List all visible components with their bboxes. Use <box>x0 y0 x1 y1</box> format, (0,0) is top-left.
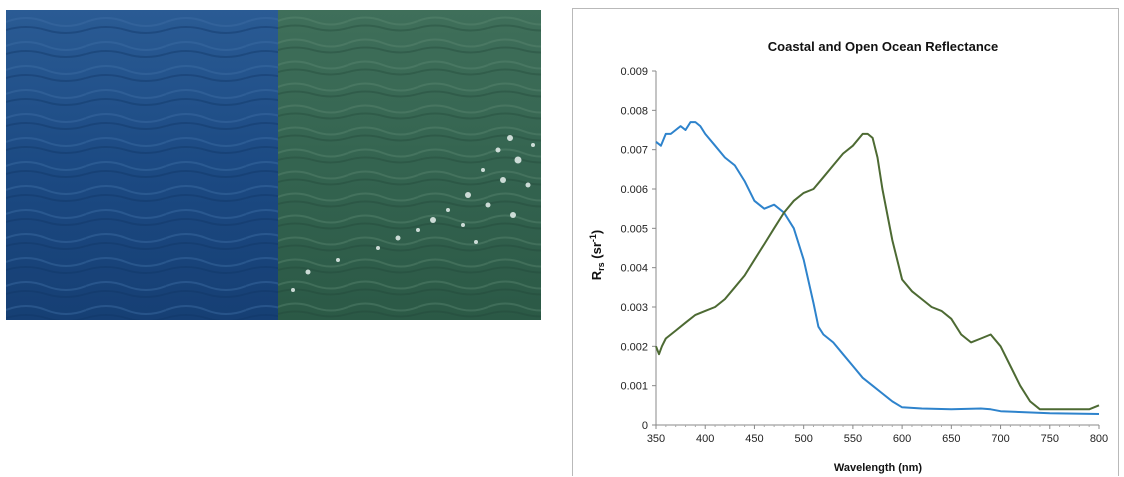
y-tick-label: 0.005 <box>620 223 648 235</box>
x-tick-label: 400 <box>696 433 714 445</box>
x-ticks: 350 400 450 500 550 600 650 700 750 800 <box>647 425 1108 445</box>
x-tick-label: 650 <box>942 433 960 445</box>
x-tick-label: 800 <box>1090 433 1108 445</box>
x-tick-label: 600 <box>893 433 911 445</box>
x-tick-label: 550 <box>844 433 862 445</box>
reflectance-chart: Coastal and Open Ocean Reflectance Rrs (… <box>588 39 1108 474</box>
open-ocean-photo <box>6 10 278 320</box>
reflectance-chart-panel: Coastal and Open Ocean Reflectance Rrs (… <box>572 8 1119 476</box>
x-tick-label: 500 <box>794 433 812 445</box>
y-ticks: 0 0.001 0.002 0.003 0.004 0.005 0.006 0.007 0.00… <box>620 66 656 432</box>
y-tick-label: 0.006 <box>620 184 648 196</box>
x-tick-label: 700 <box>991 433 1009 445</box>
y-tick-label: 0.002 <box>620 341 648 353</box>
svg-text:Rrs (sr-1): Rrs (sr-1) <box>588 230 606 281</box>
chart-title: Coastal and Open Ocean Reflectance <box>768 39 998 54</box>
y-tick-label: 0.004 <box>620 263 648 275</box>
y-tick-label: 0.003 <box>620 302 648 314</box>
y-axis-label: Rrs (sr-1) <box>588 230 606 281</box>
y-tick-label: 0.001 <box>620 381 648 393</box>
series-line-open-ocean <box>655 121 1100 415</box>
x-tick-label: 350 <box>647 433 665 445</box>
y-tick-label: 0.007 <box>620 145 648 157</box>
x-tick-label: 750 <box>1041 433 1059 445</box>
coastal-water-photo <box>278 10 541 320</box>
x-axis-label: Wavelength (nm) <box>834 462 923 474</box>
x-tick-label: 450 <box>745 433 763 445</box>
chart-series <box>655 121 1100 415</box>
ocean-photos <box>6 10 541 320</box>
y-tick-label: 0.009 <box>620 66 648 78</box>
y-tick-label: 0 <box>642 420 648 432</box>
chart-axes <box>655 71 1099 426</box>
y-tick-label: 0.008 <box>620 105 648 117</box>
series-line-coastal <box>655 132 1100 411</box>
